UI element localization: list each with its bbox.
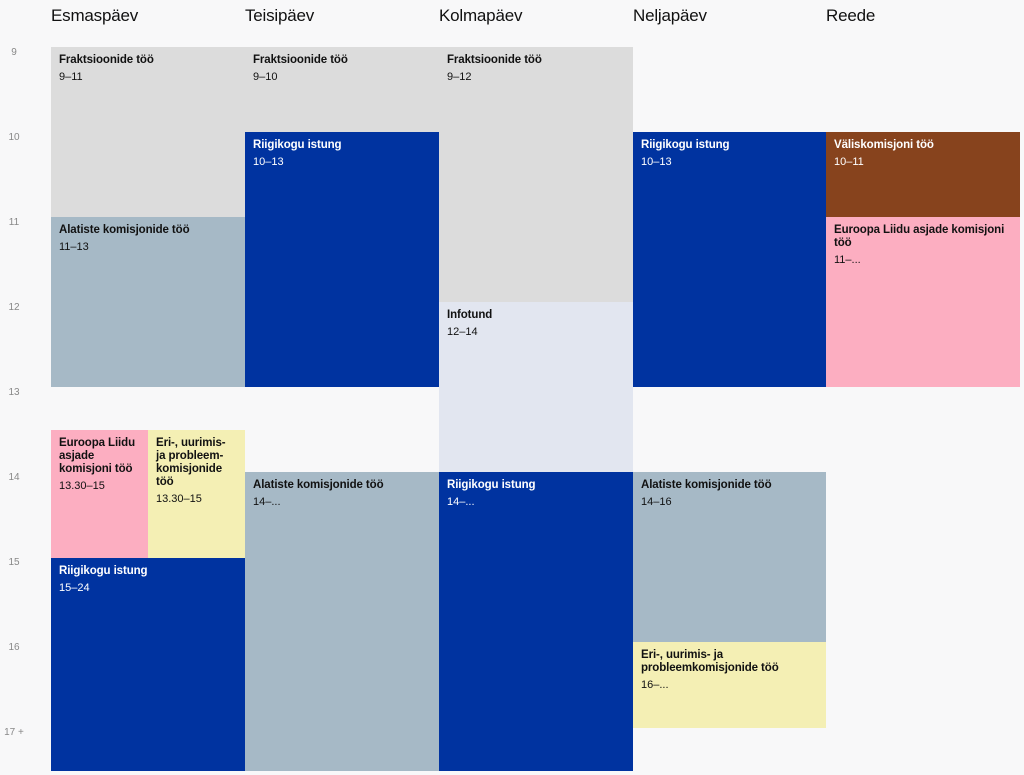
event-time: 9–12 — [447, 71, 472, 83]
event-block-mon-alatiste[interactable]: Alatiste komisjonide töö 11–13 — [51, 217, 245, 387]
event-title: Eri-, uurimis- ja probleem-komisjonide t… — [156, 437, 226, 488]
event-title: Riigikogu istung — [641, 139, 730, 151]
event-block-wed-fraktsioonid[interactable]: Fraktsioonide töö 9–12 — [439, 47, 633, 302]
event-block-fri-euroopa[interactable]: Euroopa Liidu asjade komisjoni töö 11–..… — [826, 217, 1020, 387]
hour-label: 13 — [8, 387, 20, 398]
day-header-wednesday: Kolmapäev — [439, 6, 523, 25]
event-time: 13.30–15 — [59, 480, 105, 492]
event-time: 10–13 — [641, 156, 672, 168]
event-time: 14–... — [447, 496, 475, 508]
day-header-tuesday: Teisipäev — [245, 6, 315, 25]
event-block-mon-euroopa[interactable]: Euroopa Liidu asjade komisjoni töö 13.30… — [51, 430, 148, 558]
hour-label: 9 — [11, 47, 17, 58]
event-title: Euroopa Liidu asjade komisjoni töö — [834, 224, 1005, 249]
event-title: Eri-, uurimis- ja probleemkomisjonide tö… — [641, 649, 779, 674]
event-title: Euroopa Liidu asjade komisjoni töö — [59, 437, 135, 475]
hour-label: 14 — [8, 472, 20, 483]
event-block-mon-eri[interactable]: Eri-, uurimis- ja probleem-komisjonide t… — [148, 430, 245, 558]
event-block-tue-alatiste[interactable]: Alatiste komisjonide töö 14–... — [245, 472, 439, 771]
event-block-wed-infotund[interactable]: Infotund 12–14 — [439, 302, 633, 472]
event-block-tue-fraktsioonid[interactable]: Fraktsioonide töö 9–10 — [245, 47, 439, 132]
hour-label: 12 — [8, 302, 20, 313]
event-time: 14–16 — [641, 496, 672, 508]
event-time: 10–11 — [834, 156, 864, 168]
hour-label: 11 — [8, 217, 20, 228]
event-time: 14–... — [253, 496, 281, 508]
event-block-fri-valiskomisjon[interactable]: Väliskomisjoni töö 10–11 — [826, 132, 1020, 217]
event-title: Alatiste komisjonide töö — [641, 479, 772, 491]
event-block-tue-riigikogu[interactable]: Riigikogu istung 10–13 — [245, 132, 439, 387]
event-title: Alatiste komisjonide töö — [59, 224, 190, 236]
event-title: Riigikogu istung — [447, 479, 536, 491]
event-time: 11–13 — [59, 241, 89, 253]
day-header-monday: Esmaspäev — [51, 6, 139, 25]
event-title: Riigikogu istung — [59, 565, 148, 577]
hour-label: 15 — [8, 557, 20, 568]
event-time: 9–11 — [59, 71, 83, 83]
hour-label: 10 — [8, 132, 20, 143]
event-time: 16–... — [641, 679, 669, 691]
event-title: Fraktsioonide töö — [253, 54, 348, 66]
event-time: 12–14 — [447, 326, 478, 338]
event-time: 9–10 — [253, 71, 278, 83]
hour-label: 17 + — [4, 727, 24, 738]
event-block-thu-eri[interactable]: Eri-, uurimis- ja probleemkomisjonide tö… — [633, 642, 826, 728]
event-title: Fraktsioonide töö — [59, 54, 154, 66]
hour-label: 16 — [8, 642, 20, 653]
event-block-thu-alatiste[interactable]: Alatiste komisjonide töö 14–16 — [633, 472, 826, 642]
event-time: 15–24 — [59, 582, 90, 594]
event-title: Infotund — [447, 309, 493, 321]
event-time: 13.30–15 — [156, 493, 202, 505]
event-title: Riigikogu istung — [253, 139, 342, 151]
event-time: 10–13 — [253, 156, 284, 168]
day-header-friday: Reede — [826, 6, 876, 25]
event-title: Väliskomisjoni töö — [834, 139, 934, 151]
day-header-thursday: Neljapäev — [633, 6, 707, 25]
event-block-mon-fraktsioonid[interactable]: Fraktsioonide töö 9–11 — [51, 47, 245, 217]
event-title: Alatiste komisjonide töö — [253, 479, 384, 491]
event-title: Fraktsioonide töö — [447, 54, 542, 66]
event-block-mon-riigikogu[interactable]: Riigikogu istung 15–24 — [51, 558, 245, 771]
event-block-wed-riigikogu[interactable]: Riigikogu istung 14–... — [439, 472, 633, 771]
event-time: 11–... — [834, 254, 861, 266]
event-block-thu-riigikogu[interactable]: Riigikogu istung 10–13 — [633, 132, 826, 387]
